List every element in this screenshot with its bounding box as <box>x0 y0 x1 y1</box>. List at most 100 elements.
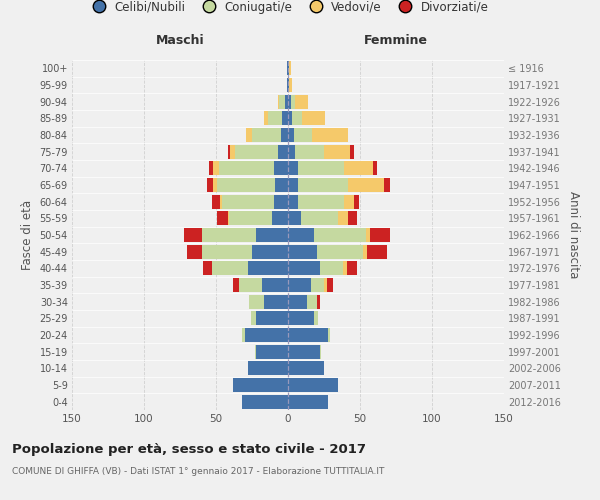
Bar <box>282 112 288 126</box>
Bar <box>278 94 280 109</box>
Bar <box>288 78 289 92</box>
Bar <box>222 194 274 209</box>
Bar <box>239 278 262 292</box>
Bar <box>324 144 350 159</box>
Bar <box>288 278 311 292</box>
Bar <box>274 194 288 209</box>
Bar <box>338 211 349 226</box>
Bar <box>248 261 288 276</box>
Bar <box>314 311 318 326</box>
Text: Popolazione per età, sesso e stato civile - 2017: Popolazione per età, sesso e stato civil… <box>12 442 366 456</box>
Text: Femmine: Femmine <box>364 34 428 46</box>
Bar <box>317 294 320 308</box>
Bar <box>263 294 288 308</box>
Bar <box>324 278 327 292</box>
Bar <box>213 178 217 192</box>
Bar <box>268 112 282 126</box>
Bar <box>344 194 354 209</box>
Bar <box>212 261 248 276</box>
Bar <box>278 144 288 159</box>
Bar <box>255 344 256 359</box>
Bar <box>327 278 332 292</box>
Bar <box>354 194 359 209</box>
Bar <box>302 112 325 126</box>
Bar <box>288 228 314 242</box>
Bar <box>301 211 338 226</box>
Text: COMUNE DI GHIFFA (VB) - Dati ISTAT 1° gennaio 2017 - Elaborazione TUTTITALIA.IT: COMUNE DI GHIFFA (VB) - Dati ISTAT 1° ge… <box>12 468 385 476</box>
Bar <box>242 394 288 409</box>
Bar <box>274 161 288 176</box>
Bar <box>291 94 295 109</box>
Bar <box>219 161 274 176</box>
Bar <box>217 178 275 192</box>
Bar <box>202 228 256 242</box>
Bar <box>289 78 292 92</box>
Bar <box>373 161 377 176</box>
Bar <box>288 178 298 192</box>
Bar <box>313 128 349 142</box>
Bar <box>370 228 390 242</box>
Bar <box>288 94 291 109</box>
Bar <box>233 378 288 392</box>
Bar <box>251 311 256 326</box>
Bar <box>220 194 222 209</box>
Bar <box>288 244 317 259</box>
Bar <box>227 211 229 226</box>
Bar <box>288 62 289 76</box>
Bar <box>213 161 219 176</box>
Bar <box>281 128 288 142</box>
Bar <box>227 144 230 159</box>
Bar <box>235 144 278 159</box>
Bar <box>288 161 298 176</box>
Bar <box>288 361 324 376</box>
Bar <box>349 178 385 192</box>
Bar <box>366 228 370 242</box>
Bar <box>288 328 328 342</box>
Bar <box>245 328 288 342</box>
Bar <box>287 78 288 92</box>
Bar <box>295 94 308 109</box>
Bar <box>385 178 390 192</box>
Bar <box>317 244 363 259</box>
Bar <box>288 112 292 126</box>
Bar <box>202 244 252 259</box>
Bar <box>314 228 366 242</box>
Bar <box>246 128 252 142</box>
Bar <box>217 211 227 226</box>
Bar <box>184 228 202 242</box>
Bar <box>248 361 288 376</box>
Bar <box>272 211 288 226</box>
Bar <box>298 161 344 176</box>
Bar <box>288 144 295 159</box>
Bar <box>347 261 357 276</box>
Bar <box>363 244 367 259</box>
Bar <box>249 294 263 308</box>
Bar <box>295 144 324 159</box>
Bar <box>187 244 202 259</box>
Bar <box>288 378 338 392</box>
Bar <box>288 128 294 142</box>
Bar <box>289 62 291 76</box>
Bar <box>230 144 235 159</box>
Bar <box>288 194 298 209</box>
Y-axis label: Fasce di età: Fasce di età <box>21 200 34 270</box>
Bar <box>294 128 313 142</box>
Bar <box>287 62 288 76</box>
Bar <box>242 328 245 342</box>
Bar <box>320 344 321 359</box>
Bar <box>298 178 349 192</box>
Bar <box>367 244 388 259</box>
Bar <box>256 344 288 359</box>
Bar <box>292 112 302 126</box>
Bar <box>288 394 328 409</box>
Bar <box>288 344 320 359</box>
Bar <box>328 328 330 342</box>
Legend: Celibi/Nubili, Coniugati/e, Vedovi/e, Divorziati/e: Celibi/Nubili, Coniugati/e, Vedovi/e, Di… <box>83 0 493 18</box>
Bar <box>256 311 288 326</box>
Bar <box>288 294 307 308</box>
Bar <box>285 94 288 109</box>
Bar <box>262 278 288 292</box>
Bar <box>298 194 344 209</box>
Bar <box>263 112 268 126</box>
Text: Maschi: Maschi <box>155 34 205 46</box>
